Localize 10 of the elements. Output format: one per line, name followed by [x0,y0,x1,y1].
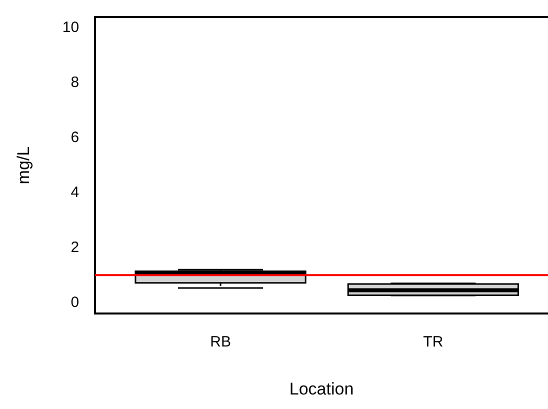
y-tick-label: 4 [70,184,80,201]
y-tick-label: 8 [70,74,80,92]
y-tick-label: 2 [70,238,80,256]
y-tick-label: 6 [70,128,80,146]
y-axis-title: mg/L [14,146,33,184]
y-tick-label: 10 [62,19,80,36]
x-tick-label: TR [423,334,444,351]
y-tick-label: 0 [70,294,80,311]
x-axis-title: Location [289,379,354,398]
x-tick-label: RB [210,334,231,351]
